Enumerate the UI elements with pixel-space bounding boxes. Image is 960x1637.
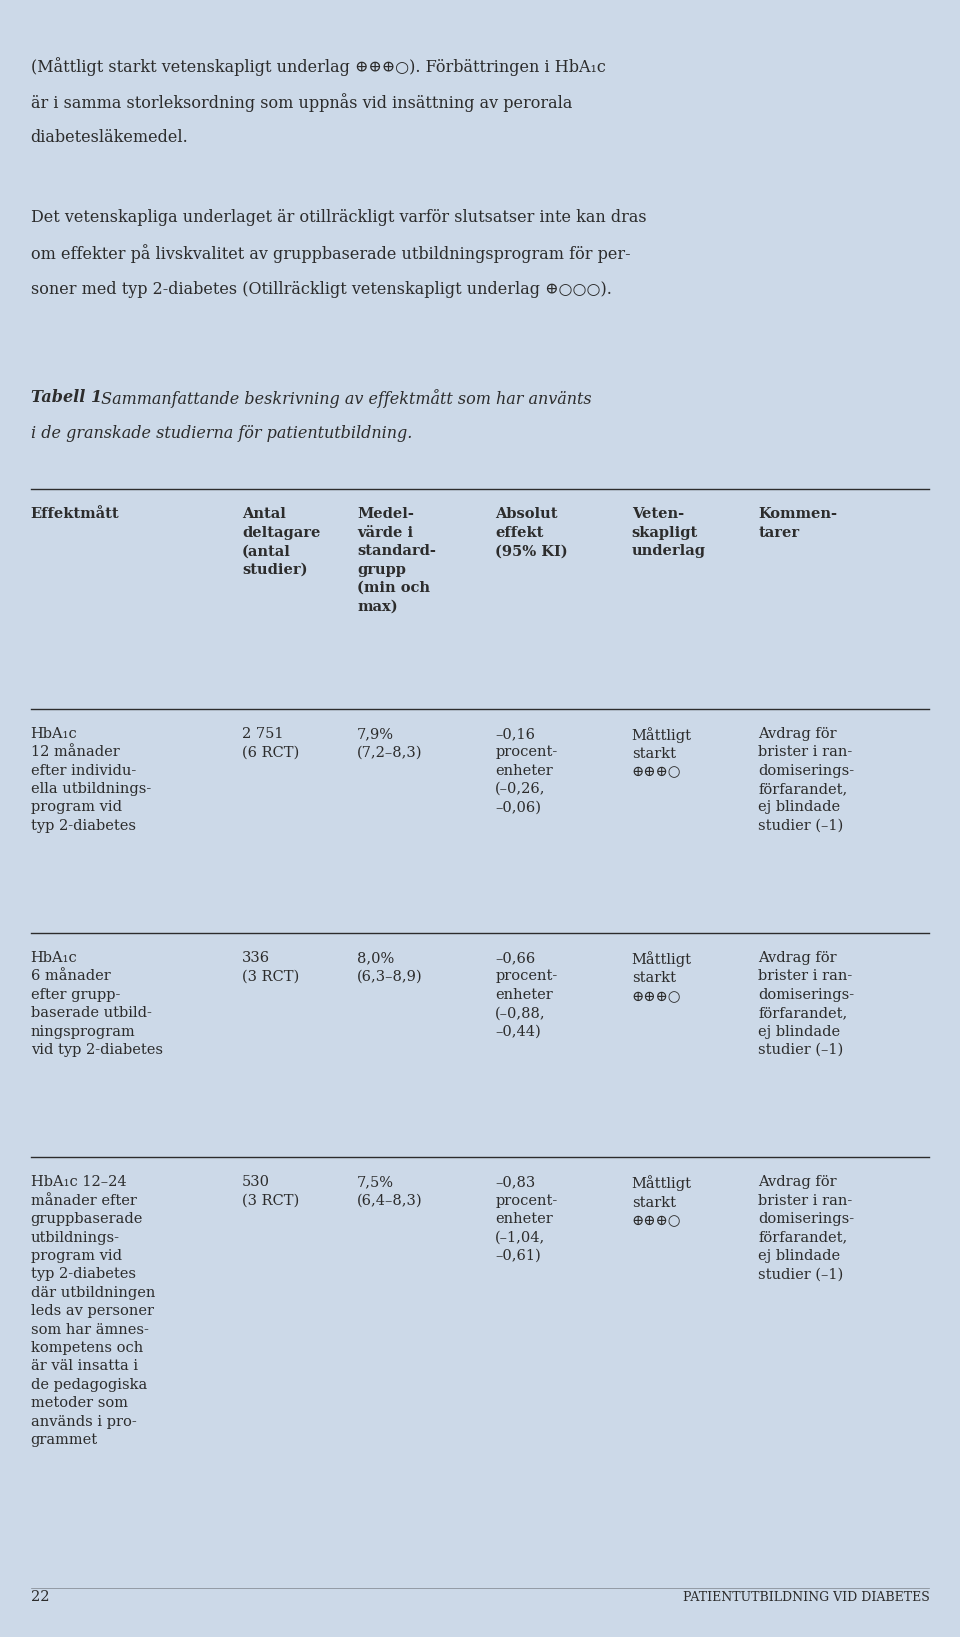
Text: Tabell 1: Tabell 1 <box>31 388 102 406</box>
Text: i de granskade studierna för patientutbildning.: i de granskade studierna för patientutbi… <box>31 424 412 442</box>
Text: 22: 22 <box>31 1590 49 1604</box>
Text: Kommen-
tarer: Kommen- tarer <box>758 507 837 540</box>
Text: Veten-
skapligt
underlag: Veten- skapligt underlag <box>632 507 706 558</box>
Text: PATIENTUTBILDNING VID DIABETES: PATIENTUTBILDNING VID DIABETES <box>683 1591 929 1604</box>
Text: soner med typ 2-diabetes (Otillräckligt vetenskapligt underlag ⊕○○○).: soner med typ 2-diabetes (Otillräckligt … <box>31 280 612 298</box>
Text: HbA₁c 12–24
månader efter
gruppbaserade
utbildnings-
program vid
typ 2-diabetes
: HbA₁c 12–24 månader efter gruppbaserade … <box>31 1175 156 1447</box>
Text: Avdrag för
brister i ran-
domiserings-
förfarandet,
ej blindade
studier (–1): Avdrag för brister i ran- domiserings- f… <box>758 727 854 833</box>
Text: Måttligt
starkt
⊕⊕⊕○: Måttligt starkt ⊕⊕⊕○ <box>632 1175 691 1228</box>
Text: Avdrag för
brister i ran-
domiserings-
förfarandet,
ej blindade
studier (–1): Avdrag för brister i ran- domiserings- f… <box>758 951 854 1058</box>
Text: Det vetenskapliga underlaget är otillräckligt varför slutsatser inte kan dras: Det vetenskapliga underlaget är otillräc… <box>31 208 646 226</box>
Text: är i samma storleksordning som uppnås vid insättning av perorala: är i samma storleksordning som uppnås vi… <box>31 93 572 113</box>
Text: Antal
deltagare
(antal
studier): Antal deltagare (antal studier) <box>242 507 321 576</box>
Text: 530
(3 RCT): 530 (3 RCT) <box>242 1175 300 1208</box>
Text: Måttligt
starkt
⊕⊕⊕○: Måttligt starkt ⊕⊕⊕○ <box>632 727 691 779</box>
Text: diabetesläkemedel.: diabetesläkemedel. <box>31 129 188 146</box>
Text: 7,5%
(6,4–8,3): 7,5% (6,4–8,3) <box>357 1175 422 1208</box>
Text: Absolut
effekt
(95% KI): Absolut effekt (95% KI) <box>495 507 568 558</box>
Text: Medel-
värde i
standard-
grupp
(min och
max): Medel- värde i standard- grupp (min och … <box>357 507 436 614</box>
Text: HbA₁c
12 månader
efter individu-
ella utbildnings-
program vid
typ 2-diabetes: HbA₁c 12 månader efter individu- ella ut… <box>31 727 151 833</box>
Text: Effektmått: Effektmått <box>31 507 119 522</box>
Text: Sammanfattande beskrivning av effektmått som har använts: Sammanfattande beskrivning av effektmått… <box>96 388 591 408</box>
Text: HbA₁c
6 månader
efter grupp-
baserade utbild-
ningsprogram
vid typ 2-diabetes: HbA₁c 6 månader efter grupp- baserade ut… <box>31 951 162 1058</box>
Text: Måttligt
starkt
⊕⊕⊕○: Måttligt starkt ⊕⊕⊕○ <box>632 951 691 1003</box>
Text: 2 751
(6 RCT): 2 751 (6 RCT) <box>242 727 300 760</box>
Text: 8,0%
(6,3–8,9): 8,0% (6,3–8,9) <box>357 951 422 984</box>
Text: 7,9%
(7,2–8,3): 7,9% (7,2–8,3) <box>357 727 422 760</box>
Text: –0,16
procent-
enheter
(–0,26,
–0,06): –0,16 procent- enheter (–0,26, –0,06) <box>495 727 558 815</box>
Text: –0,83
procent-
enheter
(–1,04,
–0,61): –0,83 procent- enheter (–1,04, –0,61) <box>495 1175 558 1264</box>
Text: om effekter på livskvalitet av gruppbaserade utbildningsprogram för per-: om effekter på livskvalitet av gruppbase… <box>31 244 631 264</box>
Text: (Måttligt starkt vetenskapligt underlag ⊕⊕⊕○). Förbättringen i HbA₁c: (Måttligt starkt vetenskapligt underlag … <box>31 57 606 77</box>
Text: –0,66
procent-
enheter
(–0,88,
–0,44): –0,66 procent- enheter (–0,88, –0,44) <box>495 951 558 1039</box>
Text: Avdrag för
brister i ran-
domiserings-
förfarandet,
ej blindade
studier (–1): Avdrag för brister i ran- domiserings- f… <box>758 1175 854 1282</box>
Text: 336
(3 RCT): 336 (3 RCT) <box>242 951 300 984</box>
